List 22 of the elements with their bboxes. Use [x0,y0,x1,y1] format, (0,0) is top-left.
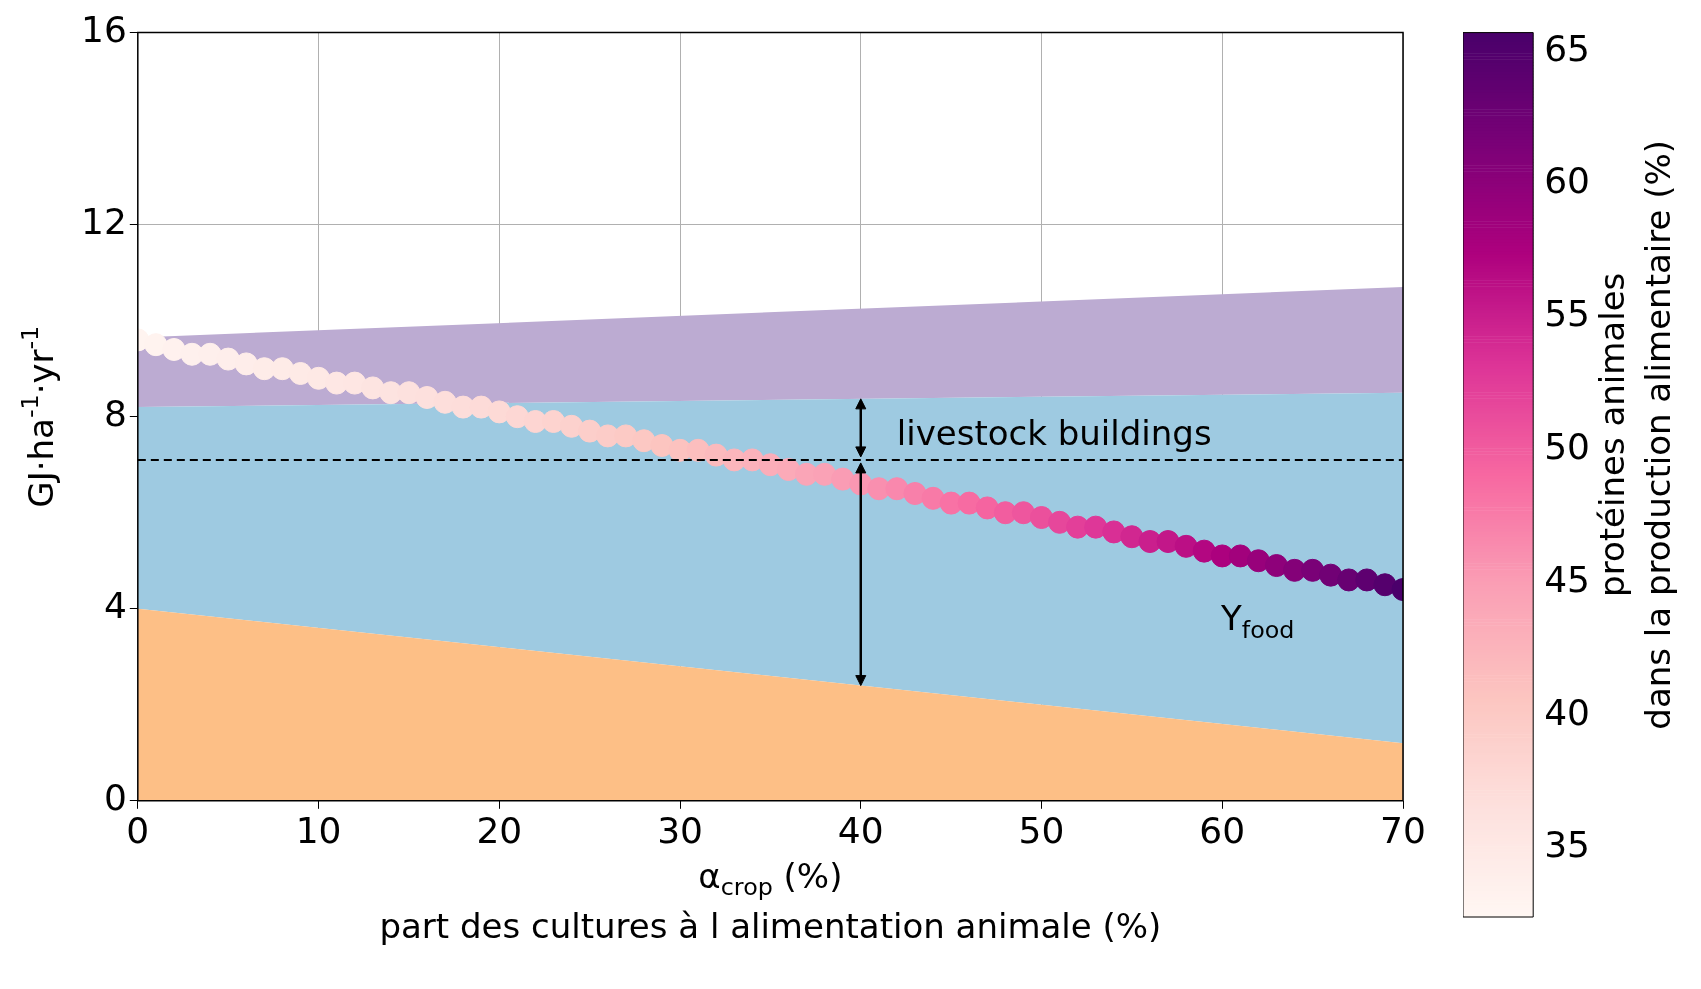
color-bar-label: 65 [1544,27,1590,69]
x-tick-label: 30 [657,809,703,851]
annotation: livestock buildings [896,412,1212,453]
color-bar-label: 50 [1544,425,1590,467]
x-tick-label: 40 [837,809,884,851]
y-tick-label: 12 [81,201,127,243]
x-tick-label: 70 [1380,809,1426,851]
x-tick-label: 10 [295,809,342,851]
y-tick-label: 0 [103,777,127,819]
x-tick-label: 50 [1018,809,1065,851]
x-tick-label: 60 [1199,809,1246,851]
color-bar-title: protéines animales dans la production alimentaire (%) [1591,139,1678,730]
color-bar-label: 55 [1544,293,1590,335]
color-bar-label: 40 [1544,691,1590,733]
x-tick-label: 20 [476,809,523,851]
color-bar-label: 35 [1544,824,1590,866]
y-tick-label: 16 [81,8,127,50]
color-bar-label: 45 [1544,558,1590,600]
y-tick-label: 8 [103,393,127,435]
y-tick-label: 4 [103,585,127,627]
color-bar-label: 60 [1544,160,1590,202]
y-axis-title: GJ·ha-1·yr-1 [16,325,61,508]
